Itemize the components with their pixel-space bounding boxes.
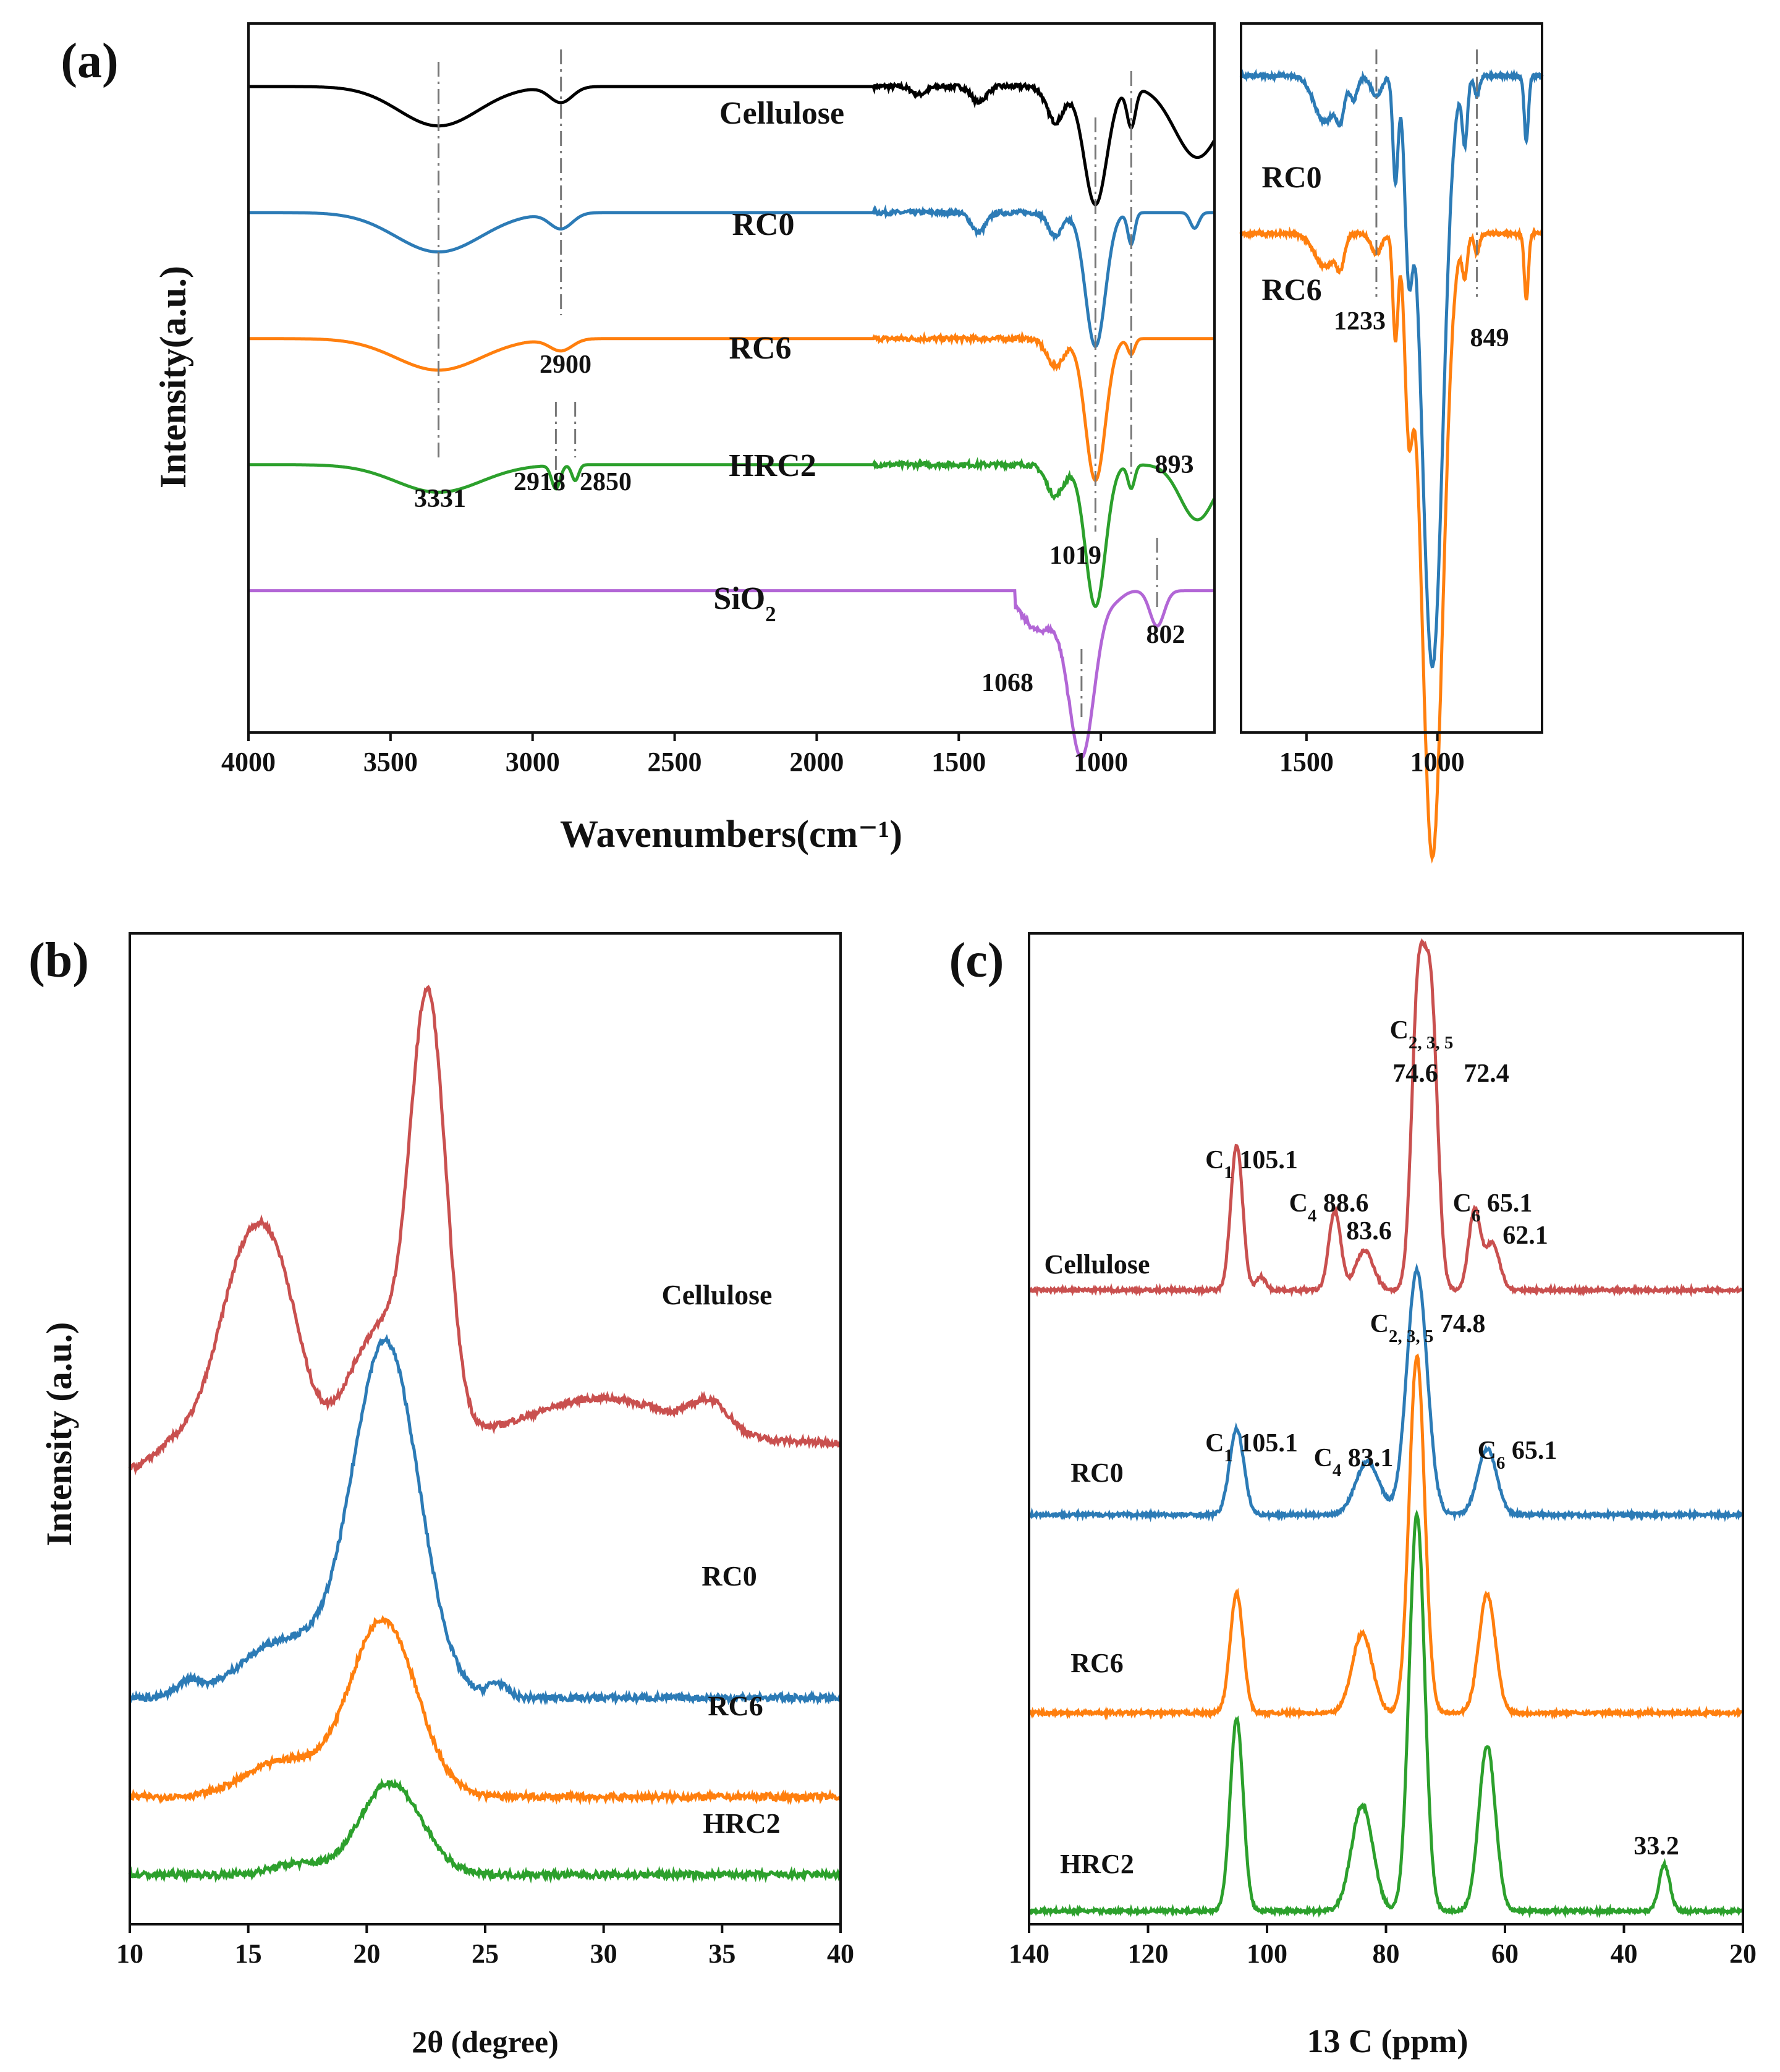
ir-peak-label: 2900	[540, 350, 591, 379]
nmr-peak-label: C4 83.1	[1314, 1444, 1394, 1480]
ir-curve-label: RC0	[732, 207, 794, 242]
nmr-series-hrc2	[1028, 1509, 1743, 1919]
ir-peak-label: 3331	[414, 485, 466, 513]
nmr-peak-label: C1 105.1	[1205, 1429, 1298, 1466]
ir-x-tick-label: 2000	[789, 747, 844, 777]
inset-peak-label: 849	[1470, 324, 1509, 352]
ir-x-tick-label: 2500	[648, 747, 702, 777]
nmr-curve-label: Cellulose	[1044, 1249, 1150, 1280]
inset-frame	[1240, 22, 1543, 734]
xrd-series-cellulose	[128, 985, 842, 1475]
nmr-series-cellulose	[1028, 938, 1743, 1297]
inset-x-tick-label: 1500	[1279, 747, 1334, 777]
nmr-peak-label: C6 65.1	[1453, 1189, 1533, 1226]
nmr-curve-label: RC0	[1070, 1458, 1124, 1488]
nmr-peak-label: C4 88.6	[1289, 1189, 1369, 1226]
nmr-x-tick-label: 140	[1009, 1938, 1049, 1969]
xrd-curve-label: RC6	[708, 1690, 763, 1722]
xrd-x-tick-label: 30	[590, 1938, 617, 1969]
xrd-series-rc6	[128, 1615, 842, 1806]
panel-b-xrd: Cellulose RC0 RC6 HRC2 10 15 20 25 30 35 40 2θ (deg…	[28, 932, 854, 2059]
inset-curve-label: RC0	[1261, 159, 1321, 194]
nmr-peak-label: 72.4	[1464, 1059, 1509, 1088]
nmr-curve-label: HRC2	[1060, 1849, 1134, 1879]
ir-curve-label: HRC2	[729, 448, 816, 483]
nmr-peak-label: C2, 3, 5 74.8	[1370, 1310, 1486, 1346]
nmr-peak-label: 74.6	[1392, 1059, 1438, 1088]
ir-curve-label: SiO2	[713, 581, 776, 626]
nmr-series-rc6	[1028, 1353, 1743, 1721]
xrd-x-tick-label: 35	[708, 1938, 735, 1969]
nmr-peak-label: 33.2	[1634, 1832, 1679, 1861]
xrd-x-tick-label: 40	[827, 1938, 854, 1969]
nmr-peak-label: 83.6	[1346, 1217, 1392, 1246]
xrd-y-axis-label: Intensity (a.u.)	[39, 1322, 79, 1547]
xrd-series-hrc2	[128, 1778, 842, 1884]
xrd-x-axis-label: 2θ (degree)	[412, 2024, 559, 2059]
nmr-peak-label: C6 65.1	[1478, 1437, 1558, 1473]
panel-c-nmr: Cellulose RC0 RC6 HRC2 C2, 3, 5 74.6 72.4 C1 10…	[949, 932, 1757, 2060]
inset-curve-label: RC6	[1261, 272, 1321, 307]
nmr-x-tick-label: 60	[1491, 1938, 1519, 1969]
nmr-peak-label: C2, 3, 5	[1390, 1016, 1454, 1053]
nmr-x-tick-label: 100	[1247, 1938, 1287, 1969]
ir-x-axis-label: Wavenumbers(cm⁻¹)	[560, 813, 902, 856]
panel-label-a: (a)	[61, 34, 118, 88]
ir-peak-label: 1068	[981, 669, 1033, 697]
nmr-x-tick-label: 120	[1128, 1938, 1169, 1969]
panel-label-b: (b)	[28, 933, 89, 988]
ir-peak-label: 2918	[514, 468, 566, 496]
inset-x-tick-label: 1000	[1410, 747, 1465, 777]
nmr-x-tick-label: 40	[1611, 1938, 1638, 1969]
ir-series-rc0	[248, 204, 1214, 349]
panel-a-inset: 1233 849 RC0 RC6 1500 1000	[1239, 22, 1544, 864]
ir-curve-label: Cellulose	[719, 96, 844, 131]
inset-peak-label: 1233	[1334, 307, 1386, 336]
xrd-x-tick-label: 25	[472, 1938, 499, 1969]
xrd-curve-label: HRC2	[703, 1807, 780, 1839]
nmr-peak-label: 62.1	[1502, 1221, 1548, 1250]
ir-x-tick-label: 1500	[931, 747, 986, 777]
nmr-x-axis-label: 13 C (ppm)	[1307, 2023, 1468, 2060]
xrd-curve-label: RC0	[701, 1560, 756, 1592]
ir-series-rc6	[248, 330, 1214, 482]
nmr-curve-label: RC6	[1070, 1648, 1124, 1678]
ir-series-cellulose	[248, 80, 1216, 206]
nmr-peak-label: C1 105.1	[1205, 1146, 1298, 1182]
ir-curve-label: RC6	[729, 331, 791, 366]
nmr-frame	[1028, 932, 1744, 1926]
nmr-x-tick-label: 80	[1373, 1938, 1400, 1969]
xrd-curve-label: Cellulose	[662, 1279, 773, 1310]
nmr-series-rc0	[1028, 1262, 1744, 1522]
ir-peak-label: 802	[1146, 621, 1185, 649]
ir-x-tick-label: 3000	[506, 747, 560, 777]
ir-peak-label: 2850	[580, 468, 632, 496]
xrd-series-rc0	[128, 1334, 842, 1706]
ir-peak-label: 1019	[1049, 541, 1101, 570]
panel-label-c: (c)	[949, 933, 1004, 988]
xrd-x-tick-label: 20	[353, 1938, 380, 1969]
inset-series-rc0	[1239, 68, 1544, 669]
ir-y-axis-label: Intensity(a.u.)	[153, 266, 193, 488]
ir-x-tick-label: 1000	[1074, 747, 1128, 777]
inset-series-rc6	[1239, 226, 1544, 864]
ir-peak-label: 893	[1155, 451, 1194, 479]
ir-series-sio	[248, 589, 1214, 760]
panel-a-ir-spectra: 3331 2900 2918 2850 1019 893 1068 802 Cellulose R…	[61, 22, 1216, 856]
ir-series-hrc2	[248, 457, 1216, 608]
ir-frame	[247, 22, 1216, 734]
xrd-x-tick-label: 10	[116, 1938, 143, 1969]
nmr-x-tick-label: 20	[1729, 1938, 1757, 1969]
ir-x-tick-label: 4000	[221, 747, 276, 777]
xrd-x-tick-label: 15	[235, 1938, 262, 1969]
ir-x-tick-label: 3500	[363, 747, 418, 777]
